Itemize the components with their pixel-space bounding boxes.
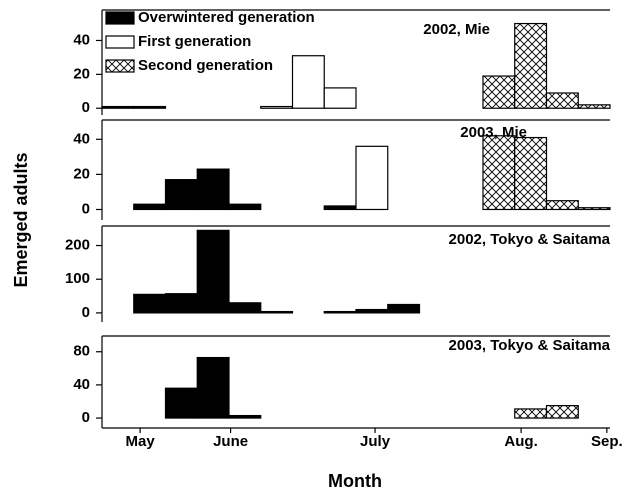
bar [482,135,516,211]
legend-label: First generation [138,33,251,50]
bar [577,207,611,211]
legend-swatch [105,59,135,73]
panel-title: 2003, Mie [460,124,527,141]
bar [291,55,325,109]
y-tick-label: 0 [82,409,90,426]
bar [387,303,421,314]
y-tick-label: 20 [73,65,90,82]
panel-title: 2003, Tokyo & Saitama [449,337,611,354]
bar [228,302,262,314]
bar [164,387,198,419]
legend-label: Second generation [138,57,273,74]
bar [323,205,357,211]
x-tick-label: July [360,433,391,450]
y-tick-label: 200 [65,237,90,254]
bar [101,105,135,109]
y-tick-label: 80 [73,343,90,360]
bar [514,22,548,109]
bar [196,168,230,211]
bar [514,408,548,419]
bar [545,405,579,419]
bar [196,229,230,314]
legend-swatch [105,35,135,49]
bar [133,203,167,211]
x-tick-label: June [213,433,248,450]
x-tick-label: Sep. [591,433,623,450]
bar [355,308,389,314]
y-tick-label: 0 [82,99,90,116]
x-tick-label: Aug. [504,433,537,450]
y-tick-label: 40 [73,130,90,147]
bar [164,179,198,211]
bar [196,356,230,419]
y-tick-label: 0 [82,200,90,217]
bar [323,310,357,314]
y-tick-label: 20 [73,165,90,182]
panel-title: 2002, Mie [423,21,490,38]
y-tick-label: 100 [65,270,90,287]
bar [482,75,516,109]
bar [260,310,294,314]
bar [260,105,294,109]
y-tick-label: 40 [73,31,90,48]
y-axis-label: Emerged adults [11,152,31,287]
panel-title: 2002, Tokyo & Saitama [449,231,611,248]
bar [545,200,579,211]
x-axis-label: Month [328,471,382,491]
y-tick-label: 40 [73,376,90,393]
bar [133,105,167,109]
x-tick-label: May [126,433,156,450]
bar [514,136,548,211]
bar [577,104,611,109]
bar [355,145,389,211]
legend-label: Overwintered generation [138,9,315,26]
y-tick-label: 0 [82,304,90,321]
bar [323,87,357,109]
bar [228,414,262,419]
bar [228,203,262,211]
bar [164,293,198,314]
bar [133,293,167,314]
bar [545,92,579,109]
legend-swatch [105,11,135,25]
